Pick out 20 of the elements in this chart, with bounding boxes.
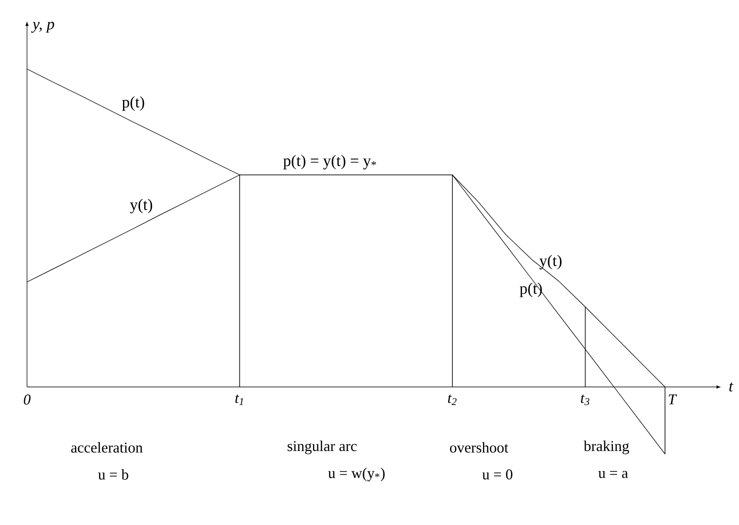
text: u = 0 (482, 469, 512, 480)
annotation: y(t) (130, 198, 152, 214)
annotation: overshoot (450, 442, 508, 453)
text: u = b (98, 469, 128, 480)
annotation: y(t) (539, 254, 562, 270)
text: u = a (598, 470, 628, 478)
annotation: p(t) (122, 96, 144, 111)
y-axis-title: y, p (31, 22, 54, 33)
x-tick-label: t$_{1}$ (235, 394, 243, 406)
x-tick-label: t$_{3}$ (580, 394, 590, 406)
annotation: p(t) = y(t) = y$_{*}$ (283, 154, 376, 170)
annotation: acceleration (71, 442, 143, 453)
annotation: p(t) (520, 282, 542, 298)
annotation: braking (584, 440, 630, 454)
annotation: singular arc (288, 440, 357, 454)
text: u = w(y$_{*}$) (328, 468, 385, 482)
x-tick-label: 0 (24, 394, 31, 405)
x-tick-label: T (668, 394, 678, 404)
x-tick-label: t$_{2}$ (448, 394, 457, 406)
x-axis-title: t (729, 382, 734, 392)
